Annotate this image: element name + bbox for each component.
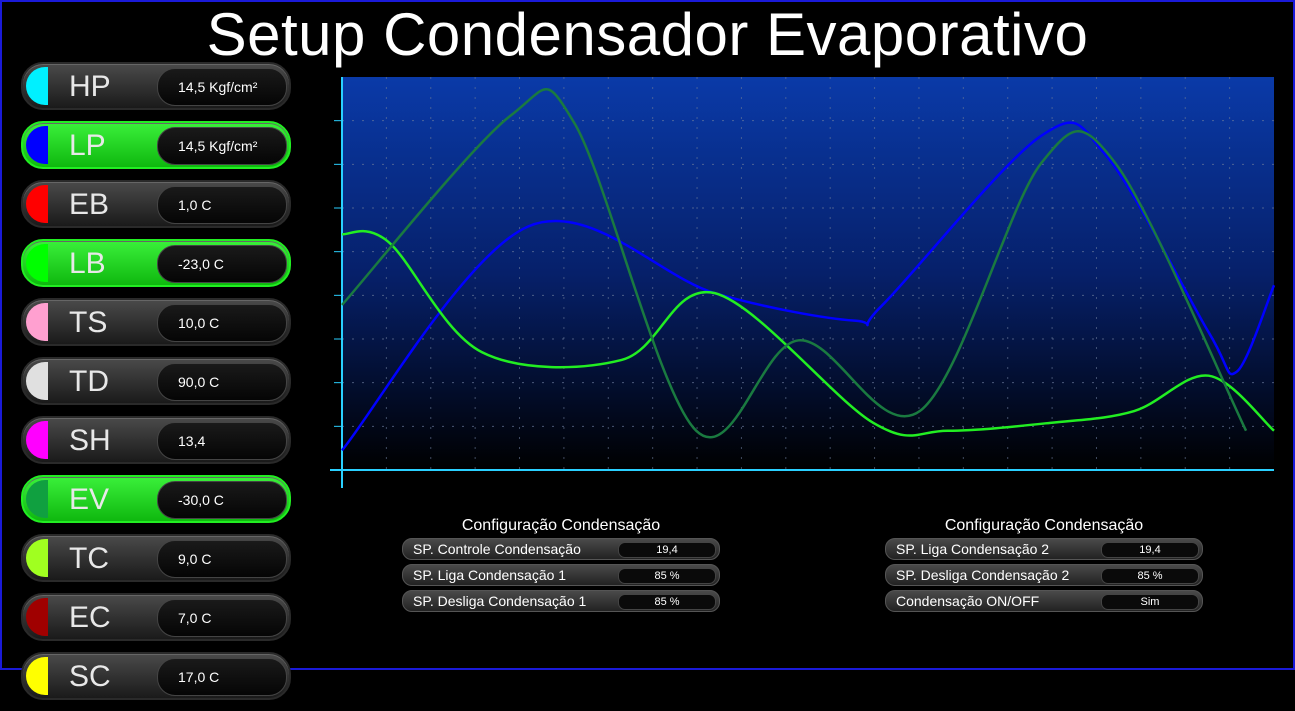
sensor-label: SC: [69, 660, 111, 693]
sensor-value: -30,0 C: [178, 492, 224, 508]
sensor-label: TC: [69, 542, 109, 575]
sensor-button-ec[interactable]: EC 7,0 C: [21, 593, 291, 641]
config-value: 85 %: [654, 570, 680, 582]
sensor-label: LP: [69, 129, 106, 162]
config-label: Condensação ON/OFF: [896, 593, 1040, 609]
sensor-label: EB: [69, 188, 110, 221]
config-row: SP. Desliga Condensação 1 85 %: [402, 590, 720, 612]
config-panel-right: Configuração Condensação SP. Liga Conden…: [885, 516, 1203, 616]
series-line-2: [341, 230, 1275, 437]
config-value-field[interactable]: Sim: [1101, 594, 1199, 610]
sensor-value: 7,0 C: [178, 610, 212, 626]
sensor-button-tc[interactable]: TC 9,0 C: [21, 534, 291, 582]
sensor-value-box: 9,0 C: [157, 540, 287, 578]
config-row: SP. Controle Condensação 19,4: [402, 538, 720, 560]
sensor-color-swatch: [26, 126, 48, 164]
sensor-label: EC: [69, 601, 111, 634]
sensor-color-swatch: [26, 362, 48, 400]
sensor-value-box: 14,5 Kgf/cm²: [157, 127, 287, 165]
sensor-value: 9,0 C: [178, 551, 212, 567]
config-value-field[interactable]: 85 %: [618, 568, 716, 584]
config-panel-left: Configuração Condensação SP. Controle Co…: [402, 516, 720, 616]
sensor-value: 90,0 C: [178, 374, 220, 390]
sensor-label: EV: [69, 483, 110, 516]
sensor-value: 14,5 Kgf/cm²: [178, 79, 258, 95]
sensor-button-sc[interactable]: SC 17,0 C: [21, 652, 291, 700]
config-label: SP. Desliga Condensação 1: [413, 593, 587, 609]
sensor-value-box: 7,0 C: [157, 599, 287, 637]
config-row: SP. Desliga Condensação 2 85 %: [885, 564, 1203, 586]
sensor-sidebar: HP 14,5 Kgf/cm² LP 14,5 Kgf/cm² EB 1,0 C LB -23…: [21, 62, 291, 711]
window-frame: [0, 0, 1295, 670]
config-value-field[interactable]: 85 %: [1101, 568, 1199, 584]
sensor-color-swatch: [26, 539, 48, 577]
sensor-button-lb[interactable]: LB -23,0 C: [21, 239, 291, 287]
sensor-value: 17,0 C: [178, 669, 220, 685]
config-value-field[interactable]: 19,4: [618, 542, 716, 558]
config-value: Sim: [1140, 596, 1160, 608]
config-value: 19,4: [1139, 544, 1161, 556]
config-label: SP. Liga Condensação 2: [896, 541, 1050, 557]
config-value-field[interactable]: 85 %: [618, 594, 716, 610]
sensor-value: -23,0 C: [178, 256, 224, 272]
config-label: SP. Liga Condensação 1: [413, 567, 567, 583]
sensor-label: HP: [69, 70, 111, 103]
config-value: 85 %: [1137, 570, 1163, 582]
sensor-color-swatch: [26, 421, 48, 459]
config-row: SP. Liga Condensação 2 19,4: [885, 538, 1203, 560]
page-title: Setup Condensador Evaporativo: [206, 1, 1089, 68]
sensor-value: 13,4: [178, 433, 206, 449]
sensor-color-swatch: [26, 598, 48, 636]
series-line-1: [341, 121, 1276, 452]
sensor-button-ev[interactable]: EV -30,0 C: [21, 475, 291, 523]
sensor-color-swatch: [26, 244, 48, 282]
config-value: 85 %: [654, 596, 680, 608]
sensor-label: LB: [69, 247, 106, 280]
config-value-field[interactable]: 19,4: [1101, 542, 1199, 558]
sensor-button-td[interactable]: TD 90,0 C: [21, 357, 291, 405]
sensor-value-box: -30,0 C: [157, 481, 287, 519]
sensor-color-swatch: [26, 303, 48, 341]
config-label: SP. Desliga Condensação 2: [896, 567, 1070, 583]
sensor-button-hp[interactable]: HP 14,5 Kgf/cm²: [21, 62, 291, 110]
sensor-value-box: 90,0 C: [157, 363, 287, 401]
sensor-value-box: 14,5 Kgf/cm²: [157, 68, 287, 106]
config-title-left: Configuração Condensação: [461, 517, 661, 534]
sensor-label: TD: [69, 365, 109, 398]
sensor-value-box: 17,0 C: [157, 658, 287, 696]
sensor-color-swatch: [26, 657, 48, 695]
sensor-value-box: 1,0 C: [157, 186, 287, 224]
sensor-button-eb[interactable]: EB 1,0 C: [21, 180, 291, 228]
sensor-label: TS: [69, 306, 108, 339]
config-title-right: Configuração Condensação: [944, 517, 1144, 534]
sensor-button-sh[interactable]: SH 13,4: [21, 416, 291, 464]
series-line-3: [341, 88, 1248, 439]
sensor-value: 14,5 Kgf/cm²: [178, 138, 258, 154]
sensor-color-swatch: [26, 185, 48, 223]
sensor-value: 10,0 C: [178, 315, 220, 331]
config-row: SP. Liga Condensação 1 85 %: [402, 564, 720, 586]
sensor-label: SH: [69, 424, 111, 457]
sensor-button-ts[interactable]: TS 10,0 C: [21, 298, 291, 346]
sensor-button-lp[interactable]: LP 14,5 Kgf/cm²: [21, 121, 291, 169]
sensor-value: 1,0 C: [178, 197, 212, 213]
sensor-color-swatch: [26, 480, 48, 518]
trend-chart: [330, 77, 1276, 488]
sensor-value-box: 13,4: [157, 422, 287, 460]
config-value: 19,4: [656, 544, 678, 556]
sensor-color-swatch: [26, 67, 48, 105]
plot-background: [342, 77, 1274, 470]
sensor-value-box: 10,0 C: [157, 304, 287, 342]
config-row: Condensação ON/OFF Sim: [885, 590, 1203, 612]
sensor-value-box: -23,0 C: [157, 245, 287, 283]
config-label: SP. Controle Condensação: [413, 541, 581, 557]
